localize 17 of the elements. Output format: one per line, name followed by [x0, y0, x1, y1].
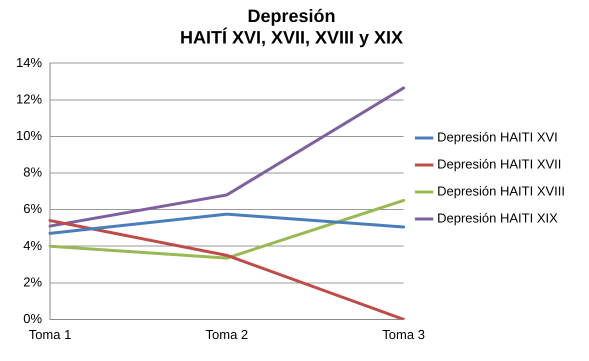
x-tick-label: Toma 2 — [206, 326, 248, 342]
y-tick-label: 10% — [16, 128, 42, 143]
legend-label: Depresión HAITI XVI — [437, 130, 558, 145]
legend-label: Depresión HAITI XVII — [437, 156, 562, 172]
y-tick-label: 12% — [16, 91, 42, 106]
y-tick-label: 2% — [23, 274, 42, 290]
legend-label: Depresión HAITI XIX — [437, 210, 558, 226]
x-tick-label: Toma 1 — [28, 326, 72, 342]
y-tick-label: 0% — [23, 310, 42, 326]
y-tick-label: 6% — [23, 201, 42, 216]
legend-label: Depresión HAITI XVIII — [437, 184, 566, 199]
y-tick-label: 14% — [16, 54, 42, 70]
text: Depresión — [247, 6, 336, 26]
y-tick-label: 8% — [23, 164, 42, 180]
x-tick-label: Toma 3 — [382, 326, 425, 342]
y-tick-label: 4% — [23, 238, 42, 253]
text: HAITÍ XVI, XVII, XVIII y XIX — [180, 27, 404, 48]
